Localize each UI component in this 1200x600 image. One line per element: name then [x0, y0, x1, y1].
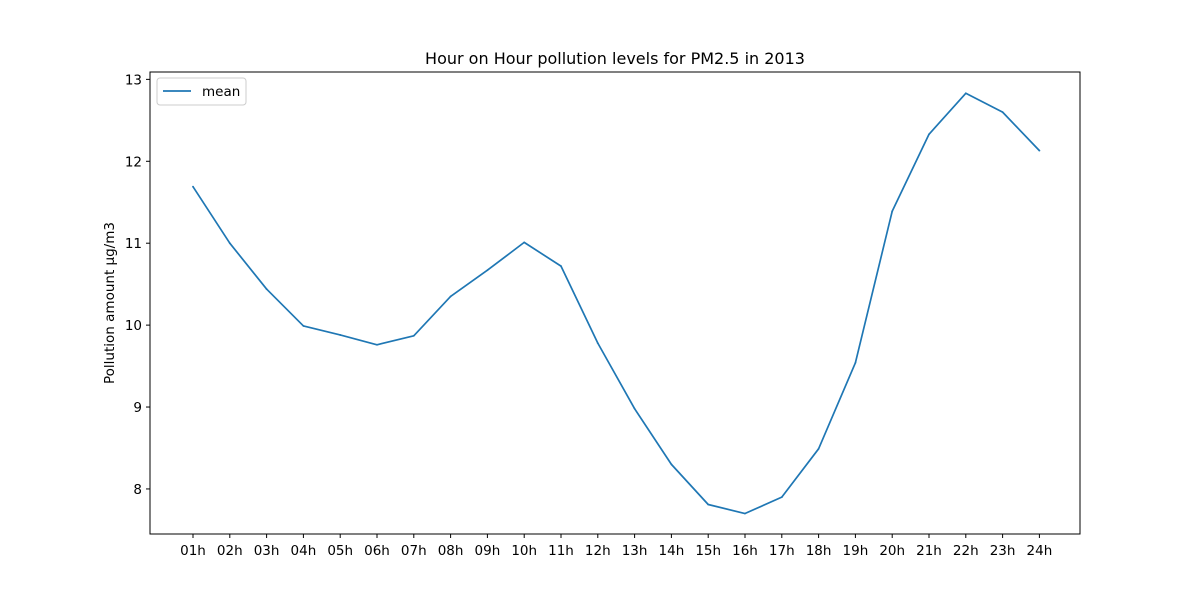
- x-tick-label: 15h: [695, 543, 721, 559]
- data-point: [376, 343, 378, 346]
- y-tick-label: 9: [133, 400, 142, 416]
- x-tick-label: 02h: [217, 543, 243, 559]
- x-tick-label: 20h: [879, 543, 905, 559]
- x-tick-label: 21h: [916, 543, 942, 559]
- series-layer: [192, 92, 1041, 515]
- data-point: [928, 133, 930, 136]
- y-axis-label: Pollution amount µg/m3: [102, 222, 118, 384]
- y-tick-label: 13: [125, 72, 142, 88]
- x-tick-label: 11h: [548, 543, 574, 559]
- data-point: [486, 269, 489, 272]
- x-tick-label: 17h: [769, 543, 795, 559]
- x-tick-label: 07h: [401, 543, 427, 559]
- x-tick-label: 01h: [180, 543, 206, 559]
- y-tick-label: 8: [133, 482, 142, 498]
- data-point: [596, 342, 599, 345]
- data-point: [633, 407, 636, 410]
- x-tick-label: 14h: [659, 543, 685, 559]
- data-point: [449, 295, 452, 298]
- x-tick-label: 18h: [806, 543, 832, 559]
- x-tick-label: 09h: [475, 543, 501, 559]
- y-axis: 8 9 10 11 12 13: [125, 72, 150, 498]
- data-point: [1001, 111, 1004, 114]
- data-point: [707, 503, 710, 506]
- data-point: [780, 496, 783, 499]
- x-tick-label: 16h: [732, 543, 758, 559]
- plot-area: [149, 71, 1081, 535]
- legend-label-mean: mean: [202, 84, 240, 100]
- data-point: [228, 242, 231, 245]
- data-point: [670, 463, 673, 466]
- x-tick-label: 24h: [1027, 543, 1053, 559]
- x-tick-label: 08h: [438, 543, 464, 559]
- x-tick-label: 03h: [254, 543, 280, 559]
- x-tick-label: 10h: [511, 543, 537, 559]
- data-point: [192, 185, 194, 188]
- data-point: [817, 447, 820, 450]
- x-tick-label: 22h: [953, 543, 979, 559]
- series-line-mean: [192, 92, 1041, 515]
- y-tick-label: 10: [125, 318, 142, 334]
- data-point: [302, 325, 305, 327]
- x-tick-label: 19h: [843, 543, 869, 559]
- x-tick-label: 12h: [585, 543, 611, 559]
- data-point: [891, 210, 894, 213]
- chart-title: Hour on Hour pollution levels for PM2.5 …: [425, 49, 805, 68]
- x-tick-label: 23h: [990, 543, 1016, 559]
- data-point: [412, 334, 415, 337]
- x-tick-label: 04h: [291, 543, 317, 559]
- data-point: [560, 265, 562, 268]
- data-point: [744, 512, 746, 515]
- data-point: [339, 334, 342, 336]
- data-point: [1038, 149, 1041, 152]
- y-tick-label: 12: [125, 154, 142, 170]
- y-tick-label: 11: [125, 236, 142, 252]
- x-tick-label: 13h: [622, 543, 648, 559]
- x-tick-label: 06h: [364, 543, 390, 559]
- data-point: [854, 361, 857, 364]
- data-point: [523, 241, 526, 244]
- data-point: [964, 92, 967, 95]
- legend: mean: [156, 77, 247, 106]
- data-point: [265, 288, 268, 290]
- legend-box: [156, 77, 247, 106]
- x-axis: 01h 02h 03h 04h 05h 06h 07h 08h 09h 10h 11h 12h 13h 1…: [180, 534, 1052, 559]
- x-tick-label: 05h: [327, 543, 353, 559]
